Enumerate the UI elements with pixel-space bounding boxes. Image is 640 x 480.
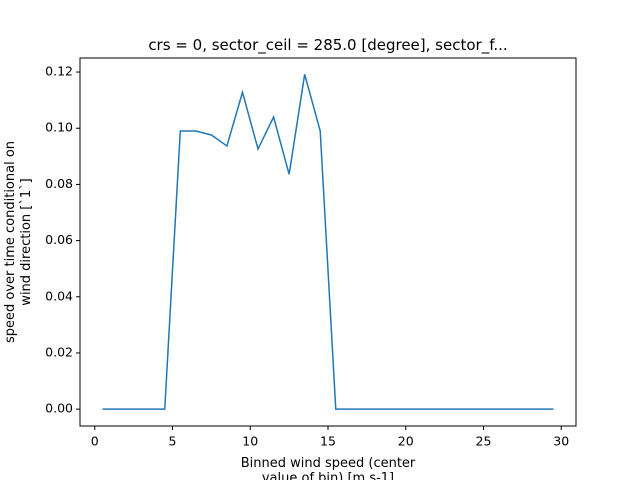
x-tick-label: 20 — [398, 434, 414, 449]
y-tick-label: 0.04 — [45, 288, 73, 303]
y-tick-label: 0.00 — [45, 401, 73, 416]
y-axis-label: wind direction [`1`] — [19, 178, 34, 305]
x-tick-label: 30 — [553, 434, 569, 449]
x-axis-label: value of bin) [m s-1] — [262, 471, 394, 480]
y-axis-label: speed over time conditional on — [3, 141, 18, 343]
chart-title: crs = 0, sector_ceil = 285.0 [degree], s… — [148, 36, 507, 55]
x-tick-label: 25 — [476, 434, 492, 449]
y-tick-label: 0.02 — [45, 344, 73, 359]
x-tick-label: 0 — [91, 434, 99, 449]
y-tick-label: 0.08 — [45, 176, 73, 191]
line — [102, 74, 554, 410]
x-tick-label: 15 — [320, 434, 336, 449]
y-tick-label: 0.06 — [45, 232, 73, 247]
y-tick-label: 0.12 — [45, 64, 73, 79]
x-tick-label: 5 — [169, 434, 177, 449]
x-tick-label: 10 — [242, 434, 258, 449]
y-tick-label: 0.10 — [45, 120, 73, 135]
plot-frame — [79, 57, 577, 427]
x-axis-label: Binned wind speed (center — [241, 456, 416, 471]
